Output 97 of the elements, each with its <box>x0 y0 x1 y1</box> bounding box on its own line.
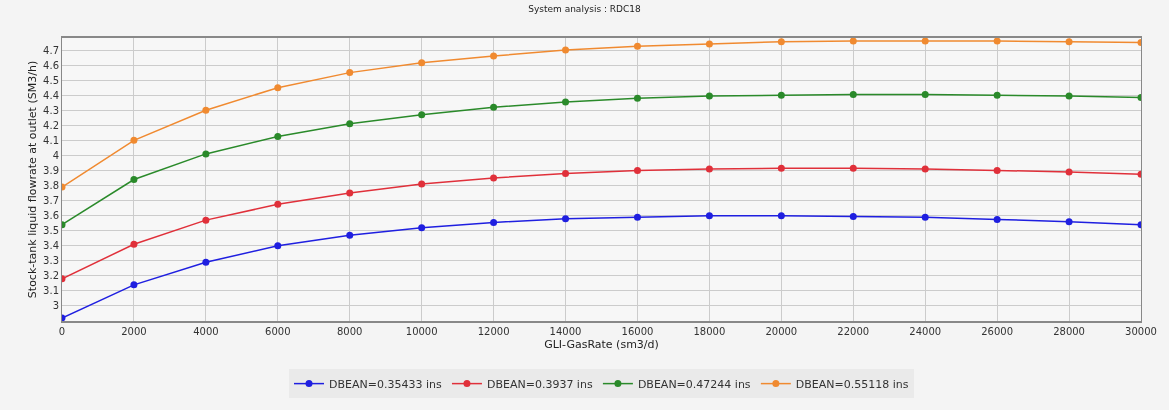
point <box>562 46 570 54</box>
y-tick-label: 3.9 <box>43 164 59 176</box>
point <box>562 215 570 223</box>
point <box>274 200 282 208</box>
y-tick-label: 4.6 <box>43 59 59 71</box>
x-tick-label: 2000 <box>121 326 147 337</box>
point <box>993 38 1001 45</box>
legend-label: DBEAN=0.35433 ins <box>329 377 442 391</box>
y-tick-label: 4.3 <box>43 104 59 116</box>
point <box>418 59 426 67</box>
point <box>1065 168 1073 176</box>
point <box>849 38 857 45</box>
point <box>130 281 138 289</box>
point <box>562 98 570 106</box>
point <box>705 92 713 100</box>
y-tick-label: 4.5 <box>43 74 59 86</box>
point <box>921 165 929 173</box>
point <box>274 84 282 92</box>
point <box>633 42 641 50</box>
point <box>993 215 1001 223</box>
x-tick-label: 28000 <box>1053 326 1085 337</box>
point <box>202 150 210 158</box>
x-tick-label: 16000 <box>621 326 654 337</box>
y-tick-label: 3.2 <box>43 270 59 282</box>
x-tick-label: 20000 <box>765 326 798 337</box>
point <box>130 136 138 144</box>
point <box>490 174 498 182</box>
point <box>705 40 713 48</box>
point <box>633 166 641 174</box>
point <box>633 94 641 102</box>
point <box>274 133 282 141</box>
x-tick-label: 4000 <box>193 326 219 337</box>
y-tick-label: 3.4 <box>43 240 59 252</box>
point <box>490 103 498 111</box>
point <box>921 213 929 221</box>
y-axis-title: Stock-tank liquid flowrate at outlet (SM3/h) <box>25 60 39 299</box>
y-tick-label: 4.4 <box>43 89 59 101</box>
point <box>418 224 426 232</box>
y-tick-label: 3.3 <box>43 255 59 267</box>
point <box>849 164 857 172</box>
x-tick-label: 22000 <box>837 326 870 337</box>
point <box>346 231 354 239</box>
point <box>130 240 138 248</box>
y-tick-label: 3.6 <box>43 210 59 222</box>
point <box>705 165 713 173</box>
x-tick-label: 14000 <box>549 326 582 337</box>
x-tick-label: 6000 <box>265 326 291 337</box>
point <box>418 111 426 119</box>
point <box>202 106 210 114</box>
x-tick-label: 26000 <box>981 326 1014 337</box>
point <box>418 180 426 188</box>
point <box>130 176 138 183</box>
legend-label: DBEAN=0.3937 ins <box>486 377 593 391</box>
x-tick-label: 18000 <box>693 326 726 337</box>
x-axis-title: GLI-GasRate (sm3/d) <box>544 337 659 351</box>
x-tick-label: 10000 <box>405 326 438 337</box>
point <box>633 213 641 221</box>
legend-label: DBEAN=0.47244 ins <box>637 377 751 391</box>
point <box>274 242 282 250</box>
point <box>777 164 785 172</box>
point <box>1065 92 1073 100</box>
y-tick-label: 4.2 <box>43 119 59 131</box>
point <box>490 52 498 60</box>
point <box>921 38 929 45</box>
point <box>777 212 785 220</box>
point <box>993 166 1001 174</box>
point <box>202 258 210 266</box>
chart-title: System analysis : RDC18 <box>528 4 642 15</box>
x-tick-label: 30000 <box>1125 326 1157 337</box>
x-tick-label: 12000 <box>477 326 510 337</box>
point <box>777 38 785 46</box>
point <box>1065 218 1073 226</box>
point <box>921 90 929 98</box>
legend-label: DBEAN=0.55118 ins <box>795 377 909 391</box>
point <box>346 189 354 197</box>
point <box>346 120 354 128</box>
point <box>490 218 498 226</box>
point <box>705 212 713 220</box>
x-tick-label: 24000 <box>909 326 942 337</box>
y-tick-label: 3 <box>52 300 59 312</box>
point <box>849 90 857 98</box>
x-tick-label: 8000 <box>337 326 363 337</box>
y-tick-label: 4.1 <box>43 134 59 146</box>
point <box>1065 38 1073 46</box>
y-tick-label: 4.7 <box>43 44 59 56</box>
y-tick-label: 3.8 <box>43 180 59 192</box>
point <box>993 91 1001 99</box>
point <box>202 216 210 224</box>
y-tick-label: 4 <box>52 149 59 161</box>
x-tick-label: 0 <box>58 326 66 337</box>
point <box>777 91 785 99</box>
y-tick-label: 3.7 <box>43 195 59 207</box>
point <box>849 212 857 220</box>
point <box>562 169 570 177</box>
y-tick-label: 3.1 <box>43 285 59 297</box>
y-tick-label: 3.5 <box>43 225 59 237</box>
point <box>346 69 354 77</box>
